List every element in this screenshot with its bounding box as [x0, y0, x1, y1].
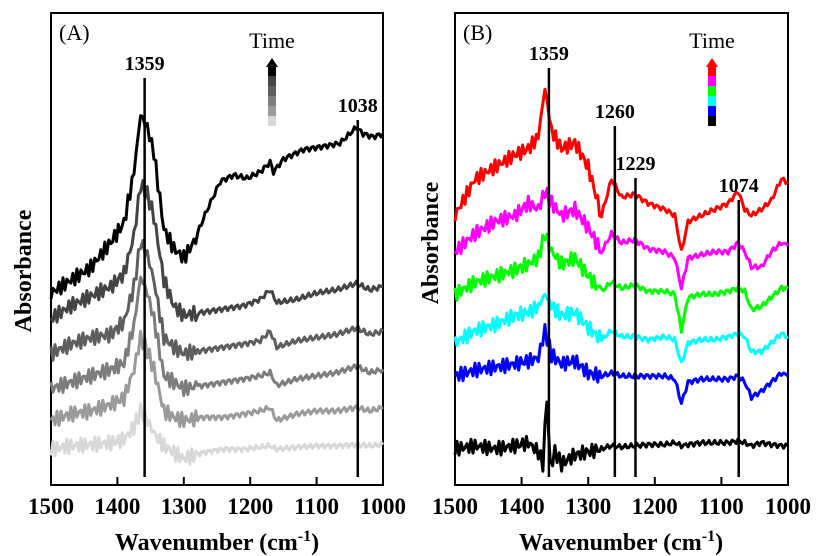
panel-a-series-4: [49, 275, 385, 398]
panel-b-series-3: [453, 232, 789, 334]
panel-a-series-6: [49, 402, 385, 466]
panel-b-legend-arrow-icon: [706, 58, 718, 67]
panel-a-peak-label-1038: 1038: [338, 95, 378, 117]
panel-b-series-group: [453, 87, 790, 473]
panel-a-tick-label-1500: 1500: [28, 494, 74, 519]
panel-a-legend-swatch: [268, 66, 276, 76]
panel-b-peak-label-1074: 1074: [719, 175, 759, 197]
panel-a-peak-label-1359: 1359: [125, 53, 165, 75]
panel-b-peak-label-1229: 1229: [615, 153, 655, 175]
panel-b-tick-label-1100: 1100: [699, 494, 744, 519]
panel-a-label: (A): [59, 20, 90, 45]
panel-b-peak-label-1359: 1359: [529, 43, 569, 65]
panel-b-series-1: [453, 87, 789, 251]
panel-a-legend-swatch: [268, 86, 276, 96]
panel-a-xlabel: Wavenumber (cm-1): [115, 528, 319, 556]
panel-b-xlabel: Wavenumber (cm-1): [519, 528, 723, 556]
panel-a-xlabel-close: ): [311, 530, 319, 556]
panel-a-legend-title: Time: [249, 28, 295, 53]
panel-b-xlabel-close: ): [715, 530, 723, 556]
panel-b-series-4: [453, 292, 789, 364]
panel-b-xlabel-main: Wavenumber (cm: [519, 530, 702, 556]
panel-b-legend-swatch: [708, 96, 716, 106]
panel-b-series-5: [453, 323, 789, 405]
panel-a-series-2: [49, 179, 384, 324]
panel-b-tick-label-1500: 1500: [432, 494, 478, 519]
panel-a-peak-markers: 1359 1038: [125, 53, 378, 477]
panel-a-xlabel-sup: -1: [298, 528, 311, 545]
panel-a-tick-label-1000: 1000: [360, 494, 406, 519]
panel-a-legend-arrow-icon: [266, 58, 278, 67]
panel-b-legend-swatch: [708, 86, 716, 96]
panel-a-tick-label-1300: 1300: [161, 494, 207, 519]
panel-a-series-3: [49, 239, 384, 362]
panel-a-legend-swatch: [268, 96, 276, 106]
panel-a-legend-bar: [266, 58, 278, 126]
panel-b-legend-swatch: [708, 106, 716, 116]
panel-b-frame: [454, 12, 789, 486]
panel-a: (A) Time 1359 1038 1500 1400 1300 1200 1100 10…: [11, 12, 406, 556]
panel-b-peak-markers: 1359 1260 1229 1074: [529, 43, 759, 477]
panel-a-xlabel-main: Wavenumber (cm: [115, 530, 298, 556]
panel-b-ylabel: Absorbance: [418, 181, 444, 304]
panel-b-legend-title: Time: [689, 28, 735, 53]
panel-a-series-1: [49, 114, 385, 300]
panel-b-tick-label-1400: 1400: [499, 494, 545, 519]
panel-b-legend-swatch: [708, 116, 716, 126]
panel-b-legend-bar: [706, 58, 718, 126]
panel-a-series-group: [49, 114, 385, 466]
panel-b: (B) Time 1359 1260 1229 1074 1500 1400 1300 12…: [418, 12, 811, 556]
panel-a-legend-swatch: [268, 76, 276, 86]
panel-b-label: (B): [463, 20, 492, 45]
panel-a-x-ticks: 1500 1400 1300 1200 1100 1000: [28, 477, 406, 519]
panel-b-legend-swatch: [708, 76, 716, 86]
panel-b-xlabel-sup: -1: [702, 528, 715, 545]
panel-b-peak-label-1260: 1260: [595, 101, 635, 123]
panel-b-legend-swatch: [708, 66, 716, 76]
panel-a-tick-label-1100: 1100: [294, 494, 339, 519]
panel-a-ylabel: Absorbance: [11, 209, 37, 332]
panel-b-series-6: [453, 400, 789, 473]
panel-a-legend-swatch: [268, 116, 276, 126]
panel-a-series-5: [49, 329, 384, 429]
panel-b-tick-label-1000: 1000: [765, 494, 811, 519]
panel-b-series-2: [453, 186, 790, 291]
panel-b-tick-label-1200: 1200: [632, 494, 678, 519]
panel-a-tick-label-1200: 1200: [227, 494, 273, 519]
panel-b-tick-label-1300: 1300: [565, 494, 611, 519]
panel-a-frame: [50, 12, 384, 486]
panel-b-x-ticks: 1500 1400 1300 1200 1100 1000: [432, 477, 811, 519]
panel-a-tick-label-1400: 1400: [94, 494, 140, 519]
panel-a-legend-swatch: [268, 106, 276, 116]
